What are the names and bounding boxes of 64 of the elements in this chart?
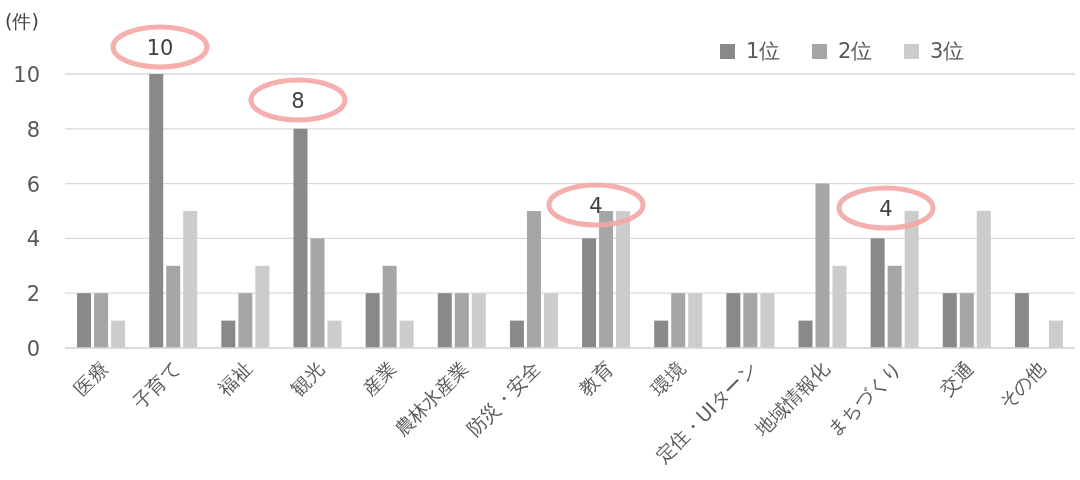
bar [310,238,325,348]
x-tick-label: 産業 [358,357,401,400]
y-tick-label: 6 [26,172,40,197]
bar [471,293,486,348]
bar [183,211,198,348]
bar [238,293,253,348]
x-tick-label: 医療 [69,357,112,400]
x-tick-label: その他 [993,357,1050,414]
y-tick-label: 4 [26,227,40,252]
bar [904,211,919,348]
legend-label: 1位 [746,39,781,63]
annotation: 8 [291,89,305,113]
bar [887,265,902,348]
bar [654,320,669,348]
x-tick-label: 環境 [646,357,690,400]
bar [976,211,991,348]
bar [688,293,703,348]
text: 10 [146,36,174,60]
bar [454,293,469,348]
y-axis-title: (件) [5,10,39,32]
bar [437,293,452,348]
bar [149,74,164,348]
x-tick-label: 交通 [935,357,978,400]
annotation: 4 [879,197,893,221]
bar [399,320,414,348]
bar [77,293,92,348]
bar [543,293,558,348]
bar [526,211,541,348]
bar [870,238,885,348]
y-tick-label: 10 [13,63,40,87]
annotation: 4 [589,194,603,218]
bar [760,293,775,348]
legend-label: 2位 [838,39,873,63]
bar [327,320,342,348]
bar [293,128,308,348]
y-tick-label: 8 [26,117,40,142]
bar [815,183,830,348]
bar [509,320,524,348]
bar [111,320,126,348]
bar [671,293,686,348]
bar [1014,293,1029,348]
bar [798,320,813,348]
bar [959,293,974,348]
x-tick-label: 観光 [285,357,329,400]
bar [616,211,631,348]
bar [365,293,380,348]
bar [726,293,741,348]
bar [166,265,181,348]
bar [743,293,758,348]
bar [582,238,597,348]
bar [382,265,397,348]
y-tick-label: 0 [26,337,40,361]
bar [94,293,109,348]
legend-label: 3位 [930,39,965,63]
bar [221,320,236,348]
x-tick-label: 福祉 [213,357,257,400]
x-tick-label: 子育て [128,357,185,414]
bar [942,293,957,348]
bar [832,265,847,348]
x-tick-label: 教育 [574,357,617,400]
y-tick-label: 2 [26,282,40,307]
bar [599,211,614,348]
bar [1048,320,1063,348]
bar [255,265,270,348]
